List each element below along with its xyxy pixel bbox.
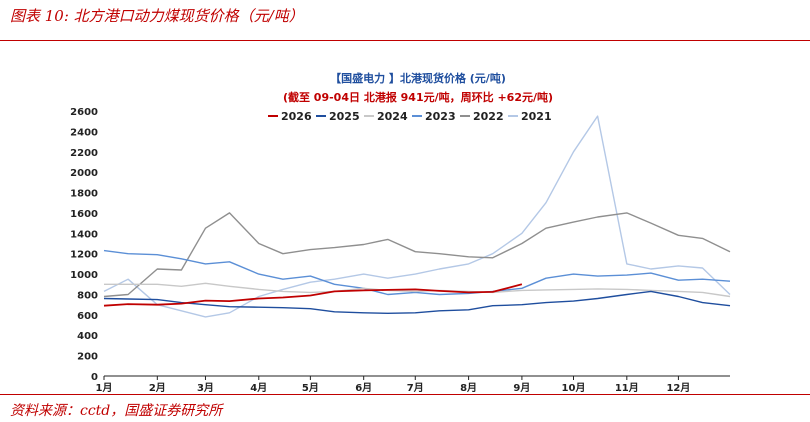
x-tick-label: 5月 xyxy=(302,382,319,394)
legend-label-2024: 2024 xyxy=(377,110,408,123)
legend-label-2026: 2026 xyxy=(281,110,312,123)
legend-label-2021: 2021 xyxy=(521,110,552,123)
title-divider xyxy=(0,40,810,41)
x-axis-ticks: 1月 2月 3月 4月 5月 6月 7月 8月 9月 10月 11月 12月 xyxy=(96,376,690,394)
y-tick-label: 1400 xyxy=(70,229,98,240)
y-tick-label: 2000 xyxy=(70,168,98,179)
series-line-2021 xyxy=(103,115,731,318)
y-tick-label: 0 xyxy=(91,372,98,383)
series-line-2023 xyxy=(103,249,731,296)
x-tick-label: 12月 xyxy=(666,382,690,394)
source-note: 资料来源：cctd，国盛证券研究所 xyxy=(10,403,223,419)
y-tick-label: 2600 xyxy=(70,107,98,118)
x-tick-label: 10月 xyxy=(562,382,586,394)
chart-legend: 2026 2025 2024 2023 2022 2021 xyxy=(268,110,552,123)
legend-label-2025: 2025 xyxy=(329,110,360,123)
y-tick-label: 600 xyxy=(77,311,98,322)
x-tick-label: 6月 xyxy=(355,382,372,394)
source-divider xyxy=(0,394,810,395)
series-line-2025 xyxy=(103,290,731,314)
legend-label-2022: 2022 xyxy=(473,110,504,123)
series-line-2026 xyxy=(103,283,523,307)
x-tick-label: 7月 xyxy=(407,382,424,394)
x-tick-label: 2月 xyxy=(149,382,166,394)
y-tick-label: 2200 xyxy=(70,148,98,159)
price-line-chart: 【国盛电力 】北港现货价格 (元/吨) (截至 09-04日 北港报 941元/… xyxy=(70,71,731,394)
y-axis-ticks: 0 200 400 600 800 1000 1200 1400 1600 1800 2000 220… xyxy=(70,107,98,383)
y-tick-label: 1600 xyxy=(70,209,98,220)
y-tick-label: 1000 xyxy=(70,270,98,281)
y-tick-label: 1200 xyxy=(70,250,98,261)
y-tick-label: 800 xyxy=(77,290,98,301)
legend-label-2023: 2023 xyxy=(425,110,456,123)
figure-title: 图表 10: 北方港口动力煤现货价格（元/吨） xyxy=(10,7,304,25)
x-tick-label: 9月 xyxy=(513,382,530,394)
y-tick-label: 1800 xyxy=(70,189,98,200)
chart-subtitle: (截至 09-04日 北港报 941元/吨，周环比 +62元/吨) xyxy=(283,90,553,104)
y-tick-label: 400 xyxy=(77,331,98,342)
y-tick-label: 200 xyxy=(77,352,98,363)
x-tick-label: 3月 xyxy=(197,382,214,394)
y-tick-label: 2400 xyxy=(70,127,98,138)
x-tick-label: 4月 xyxy=(250,382,267,394)
x-tick-label: 1月 xyxy=(96,382,113,394)
x-tick-label: 11月 xyxy=(615,382,639,394)
series-line-2024 xyxy=(104,282,731,298)
x-tick-label: 8月 xyxy=(460,382,477,394)
series-line-2022 xyxy=(103,212,731,298)
series-lines xyxy=(103,115,731,318)
chart-title: 【国盛电力 】北港现货价格 (元/吨) xyxy=(330,71,506,85)
